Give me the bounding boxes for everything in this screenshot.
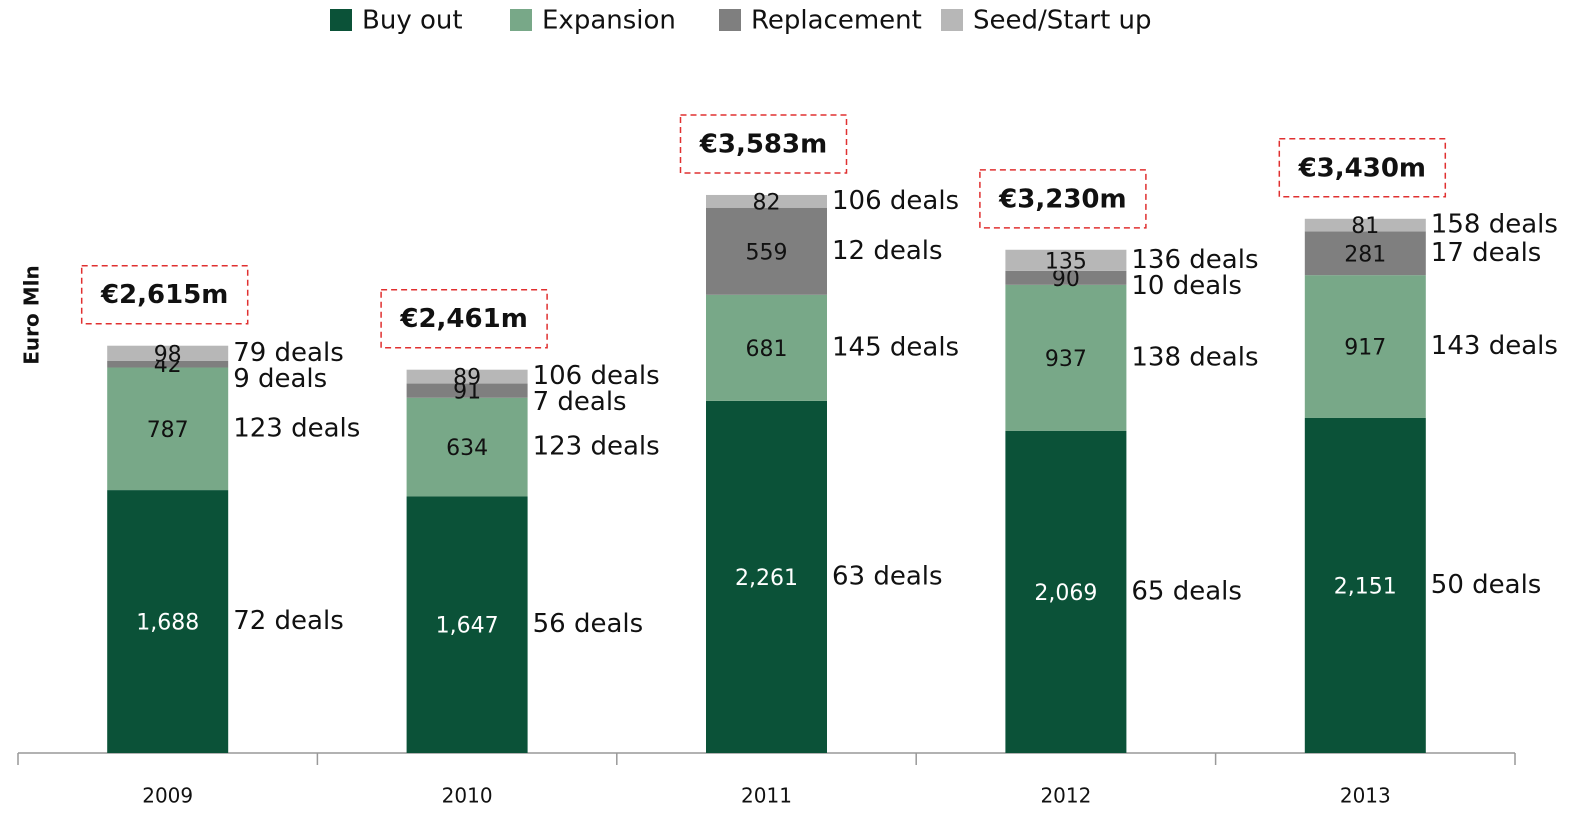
segment-value-label: 917 bbox=[1344, 336, 1386, 361]
x-tick-label: 2012 bbox=[1040, 784, 1091, 808]
deals-label: 12 deals bbox=[832, 236, 943, 266]
segment-value-label: 91 bbox=[453, 380, 481, 405]
bar-segment bbox=[107, 490, 229, 753]
x-tick-label: 2013 bbox=[1340, 784, 1391, 808]
bar-segment bbox=[1005, 430, 1127, 753]
segment-value-label: 89 bbox=[453, 366, 481, 391]
segment-value-label: 2,069 bbox=[1034, 581, 1097, 606]
segment-value-label: 81 bbox=[1351, 214, 1379, 239]
deals-label: 7 deals bbox=[533, 387, 627, 417]
x-tick-label: 2010 bbox=[442, 784, 493, 808]
bar-segment bbox=[706, 194, 827, 208]
bar-segment bbox=[1005, 284, 1127, 431]
total-box bbox=[679, 114, 848, 174]
total-label: €3,583m bbox=[699, 129, 827, 159]
legend-label: Seed/Start up bbox=[973, 6, 1152, 36]
deals-label: 79 deals bbox=[233, 338, 344, 368]
deals-label: 63 deals bbox=[832, 561, 943, 591]
deals-label: 10 deals bbox=[1131, 271, 1242, 301]
legend-swatch bbox=[719, 9, 741, 31]
segment-value-label: 135 bbox=[1045, 249, 1087, 274]
deals-label: 9 deals bbox=[233, 364, 327, 394]
segment-value-label: 281 bbox=[1344, 242, 1386, 267]
deals-label: 136 deals bbox=[1131, 245, 1258, 275]
segment-value-label: 1,688 bbox=[136, 611, 199, 636]
legend-swatch bbox=[510, 9, 532, 31]
segment-value-label: 82 bbox=[753, 190, 781, 215]
legend-swatch bbox=[330, 9, 352, 31]
segment-value-label: 1,647 bbox=[436, 614, 499, 639]
bar-segment bbox=[107, 345, 229, 361]
deals-label: 72 deals bbox=[233, 606, 344, 636]
segment-value-label: 2,261 bbox=[735, 566, 798, 591]
bar-segment bbox=[1005, 270, 1127, 285]
legend-label: Buy out bbox=[362, 6, 463, 36]
segment-value-label: 787 bbox=[147, 418, 189, 443]
deals-label: 123 deals bbox=[533, 432, 660, 462]
segment-value-label: 559 bbox=[746, 240, 788, 265]
bar-segment bbox=[107, 367, 229, 491]
segment-value-label: 937 bbox=[1045, 347, 1087, 372]
total-label: €2,461m bbox=[399, 304, 527, 334]
total-label: €2,615m bbox=[100, 280, 228, 310]
deals-label: 17 deals bbox=[1431, 238, 1542, 268]
deals-label: 143 deals bbox=[1431, 331, 1558, 361]
deals-label: 106 deals bbox=[533, 361, 660, 391]
total-label: €3,430m bbox=[1298, 153, 1426, 183]
segment-value-label: 634 bbox=[446, 436, 488, 461]
legend-swatch bbox=[941, 9, 963, 31]
segment-value-label: 2,151 bbox=[1334, 574, 1397, 599]
total-box bbox=[80, 264, 249, 325]
bar-segment bbox=[406, 496, 528, 753]
bar-segment bbox=[107, 360, 229, 368]
total-label: €3,230m bbox=[998, 184, 1126, 214]
deals-label: 145 deals bbox=[832, 332, 959, 362]
segment-value-label: 90 bbox=[1052, 267, 1080, 292]
bar-segment bbox=[1304, 218, 1426, 232]
deals-label: 56 deals bbox=[533, 609, 644, 639]
bar-segment bbox=[706, 207, 827, 295]
bar-segment bbox=[406, 383, 528, 398]
total-box bbox=[380, 288, 548, 349]
bar-segment bbox=[406, 369, 528, 384]
total-box bbox=[979, 169, 1147, 229]
bar-segment bbox=[1304, 417, 1426, 753]
bar-segment bbox=[1304, 231, 1426, 276]
deals-label: 138 deals bbox=[1131, 342, 1258, 372]
bar-segment bbox=[1005, 249, 1127, 271]
total-box bbox=[1278, 138, 1447, 198]
legend-label: Expansion bbox=[542, 6, 676, 36]
deals-label: 65 deals bbox=[1131, 576, 1242, 606]
y-axis-label: Euro Mln bbox=[20, 265, 44, 364]
deals-label: 158 deals bbox=[1431, 210, 1558, 240]
bar-segment bbox=[706, 400, 827, 753]
legend-label: Replacement bbox=[751, 6, 922, 36]
segment-value-label: 681 bbox=[746, 337, 788, 362]
bar-segment bbox=[406, 397, 528, 497]
x-tick-label: 2011 bbox=[741, 784, 792, 808]
bar-segment bbox=[1304, 275, 1426, 418]
deals-label: 106 deals bbox=[832, 186, 959, 216]
segment-value-label: 98 bbox=[154, 342, 182, 367]
deals-label: 50 deals bbox=[1431, 570, 1542, 600]
bar-segment bbox=[706, 294, 827, 401]
deals-label: 123 deals bbox=[233, 413, 360, 443]
x-tick-label: 2009 bbox=[142, 784, 193, 808]
